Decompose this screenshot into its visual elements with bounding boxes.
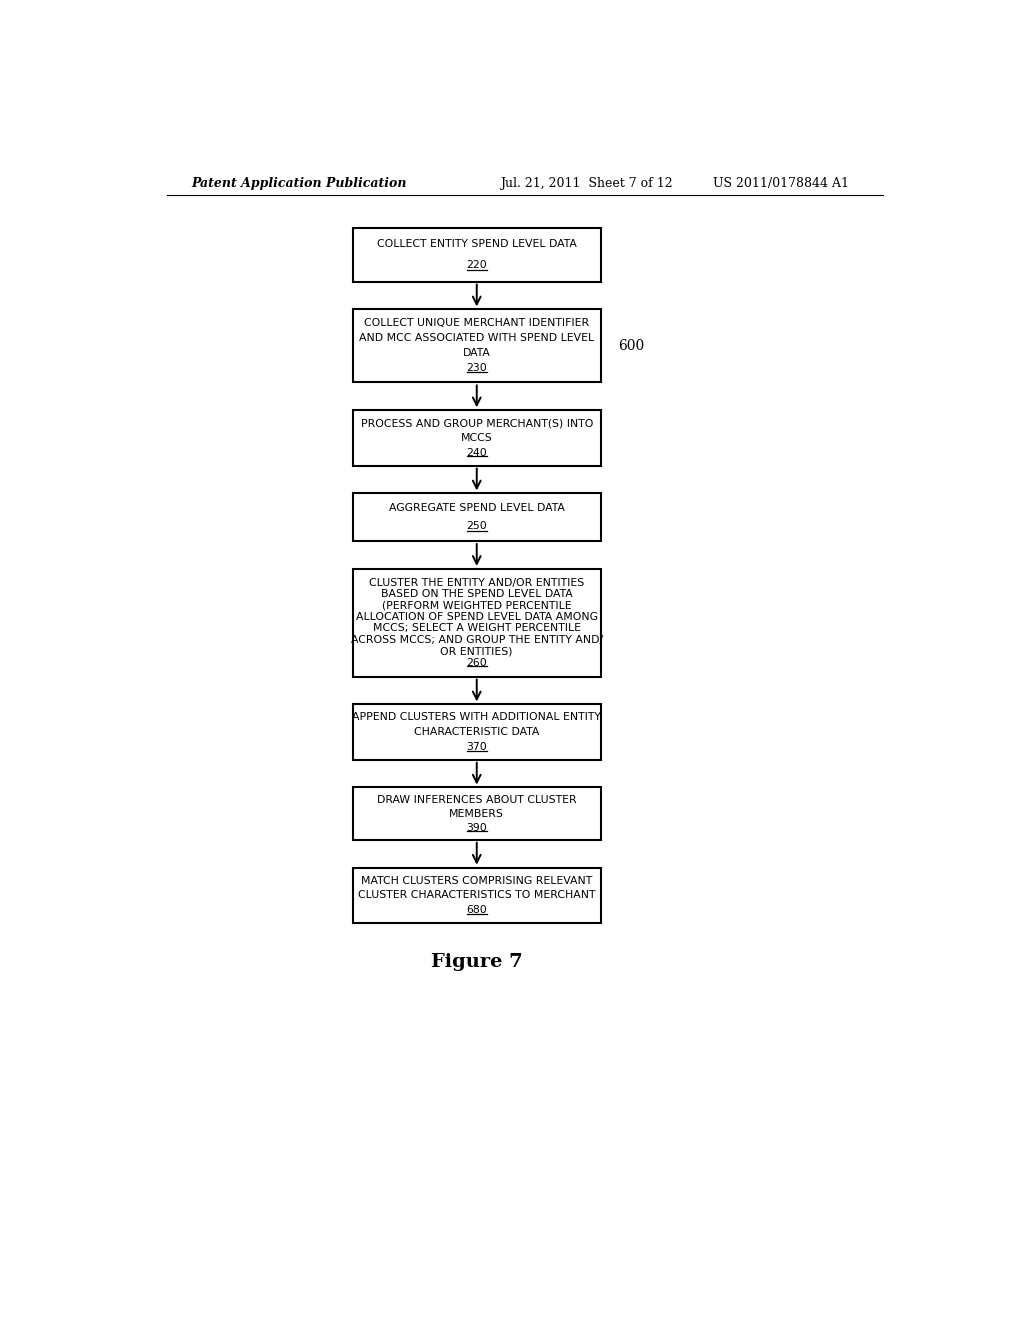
Bar	[352, 228, 601, 281]
Bar	[352, 569, 601, 677]
Text: MCCS: MCCS	[461, 433, 493, 444]
Text: COLLECT UNIQUE MERCHANT IDENTIFIER: COLLECT UNIQUE MERCHANT IDENTIFIER	[365, 318, 590, 329]
Text: (PERFORM WEIGHTED PERCENTILE: (PERFORM WEIGHTED PERCENTILE	[382, 601, 571, 611]
Text: 250: 250	[466, 521, 487, 532]
Text: 220: 220	[466, 260, 487, 271]
Text: COLLECT ENTITY SPEND LEVEL DATA: COLLECT ENTITY SPEND LEVEL DATA	[377, 239, 577, 249]
Text: 600: 600	[617, 339, 644, 352]
Text: MATCH CLUSTERS COMPRISING RELEVANT: MATCH CLUSTERS COMPRISING RELEVANT	[361, 875, 592, 886]
Text: Figure 7: Figure 7	[431, 953, 522, 970]
Text: DRAW INFERENCES ABOUT CLUSTER: DRAW INFERENCES ABOUT CLUSTER	[377, 795, 577, 805]
Text: MCCS; SELECT A WEIGHT PERCENTILE: MCCS; SELECT A WEIGHT PERCENTILE	[373, 623, 581, 634]
Text: Jul. 21, 2011  Sheet 7 of 12: Jul. 21, 2011 Sheet 7 of 12	[500, 177, 673, 190]
Text: PROCESS AND GROUP MERCHANT(S) INTO: PROCESS AND GROUP MERCHANT(S) INTO	[360, 418, 593, 428]
Text: Patent Application Publication: Patent Application Publication	[191, 177, 408, 190]
Text: 260: 260	[466, 657, 487, 668]
Text: AND MCC ASSOCIATED WITH SPEND LEVEL: AND MCC ASSOCIATED WITH SPEND LEVEL	[359, 334, 594, 343]
Text: 240: 240	[466, 447, 487, 458]
Text: BASED ON THE SPEND LEVEL DATA: BASED ON THE SPEND LEVEL DATA	[381, 589, 572, 599]
Text: MEMBERS: MEMBERS	[450, 809, 504, 818]
Text: APPEND CLUSTERS WITH ADDITIONAL ENTITY: APPEND CLUSTERS WITH ADDITIONAL ENTITY	[352, 713, 601, 722]
Text: DATA: DATA	[463, 348, 490, 359]
Bar	[352, 867, 601, 923]
Text: US 2011/0178844 A1: US 2011/0178844 A1	[713, 177, 849, 190]
Bar	[352, 705, 601, 760]
Text: ACROSS MCCS; AND GROUP THE ENTITY AND/: ACROSS MCCS; AND GROUP THE ENTITY AND/	[350, 635, 603, 645]
Text: 370: 370	[466, 742, 487, 752]
Text: 680: 680	[466, 906, 487, 915]
Bar	[352, 788, 601, 840]
Text: CHARACTERISTIC DATA: CHARACTERISTIC DATA	[414, 727, 540, 737]
Text: 230: 230	[466, 363, 487, 374]
Text: OR ENTITIES): OR ENTITIES)	[440, 647, 513, 656]
Text: 390: 390	[466, 822, 487, 833]
Bar	[352, 411, 601, 466]
Bar	[352, 494, 601, 541]
Text: ALLOCATION OF SPEND LEVEL DATA AMONG: ALLOCATION OF SPEND LEVEL DATA AMONG	[355, 612, 598, 622]
Bar	[352, 309, 601, 383]
Text: CLUSTER THE ENTITY AND/OR ENTITIES: CLUSTER THE ENTITY AND/OR ENTITIES	[369, 578, 585, 587]
Text: AGGREGATE SPEND LEVEL DATA: AGGREGATE SPEND LEVEL DATA	[389, 503, 564, 513]
Text: CLUSTER CHARACTERISTICS TO MERCHANT: CLUSTER CHARACTERISTICS TO MERCHANT	[358, 890, 596, 900]
